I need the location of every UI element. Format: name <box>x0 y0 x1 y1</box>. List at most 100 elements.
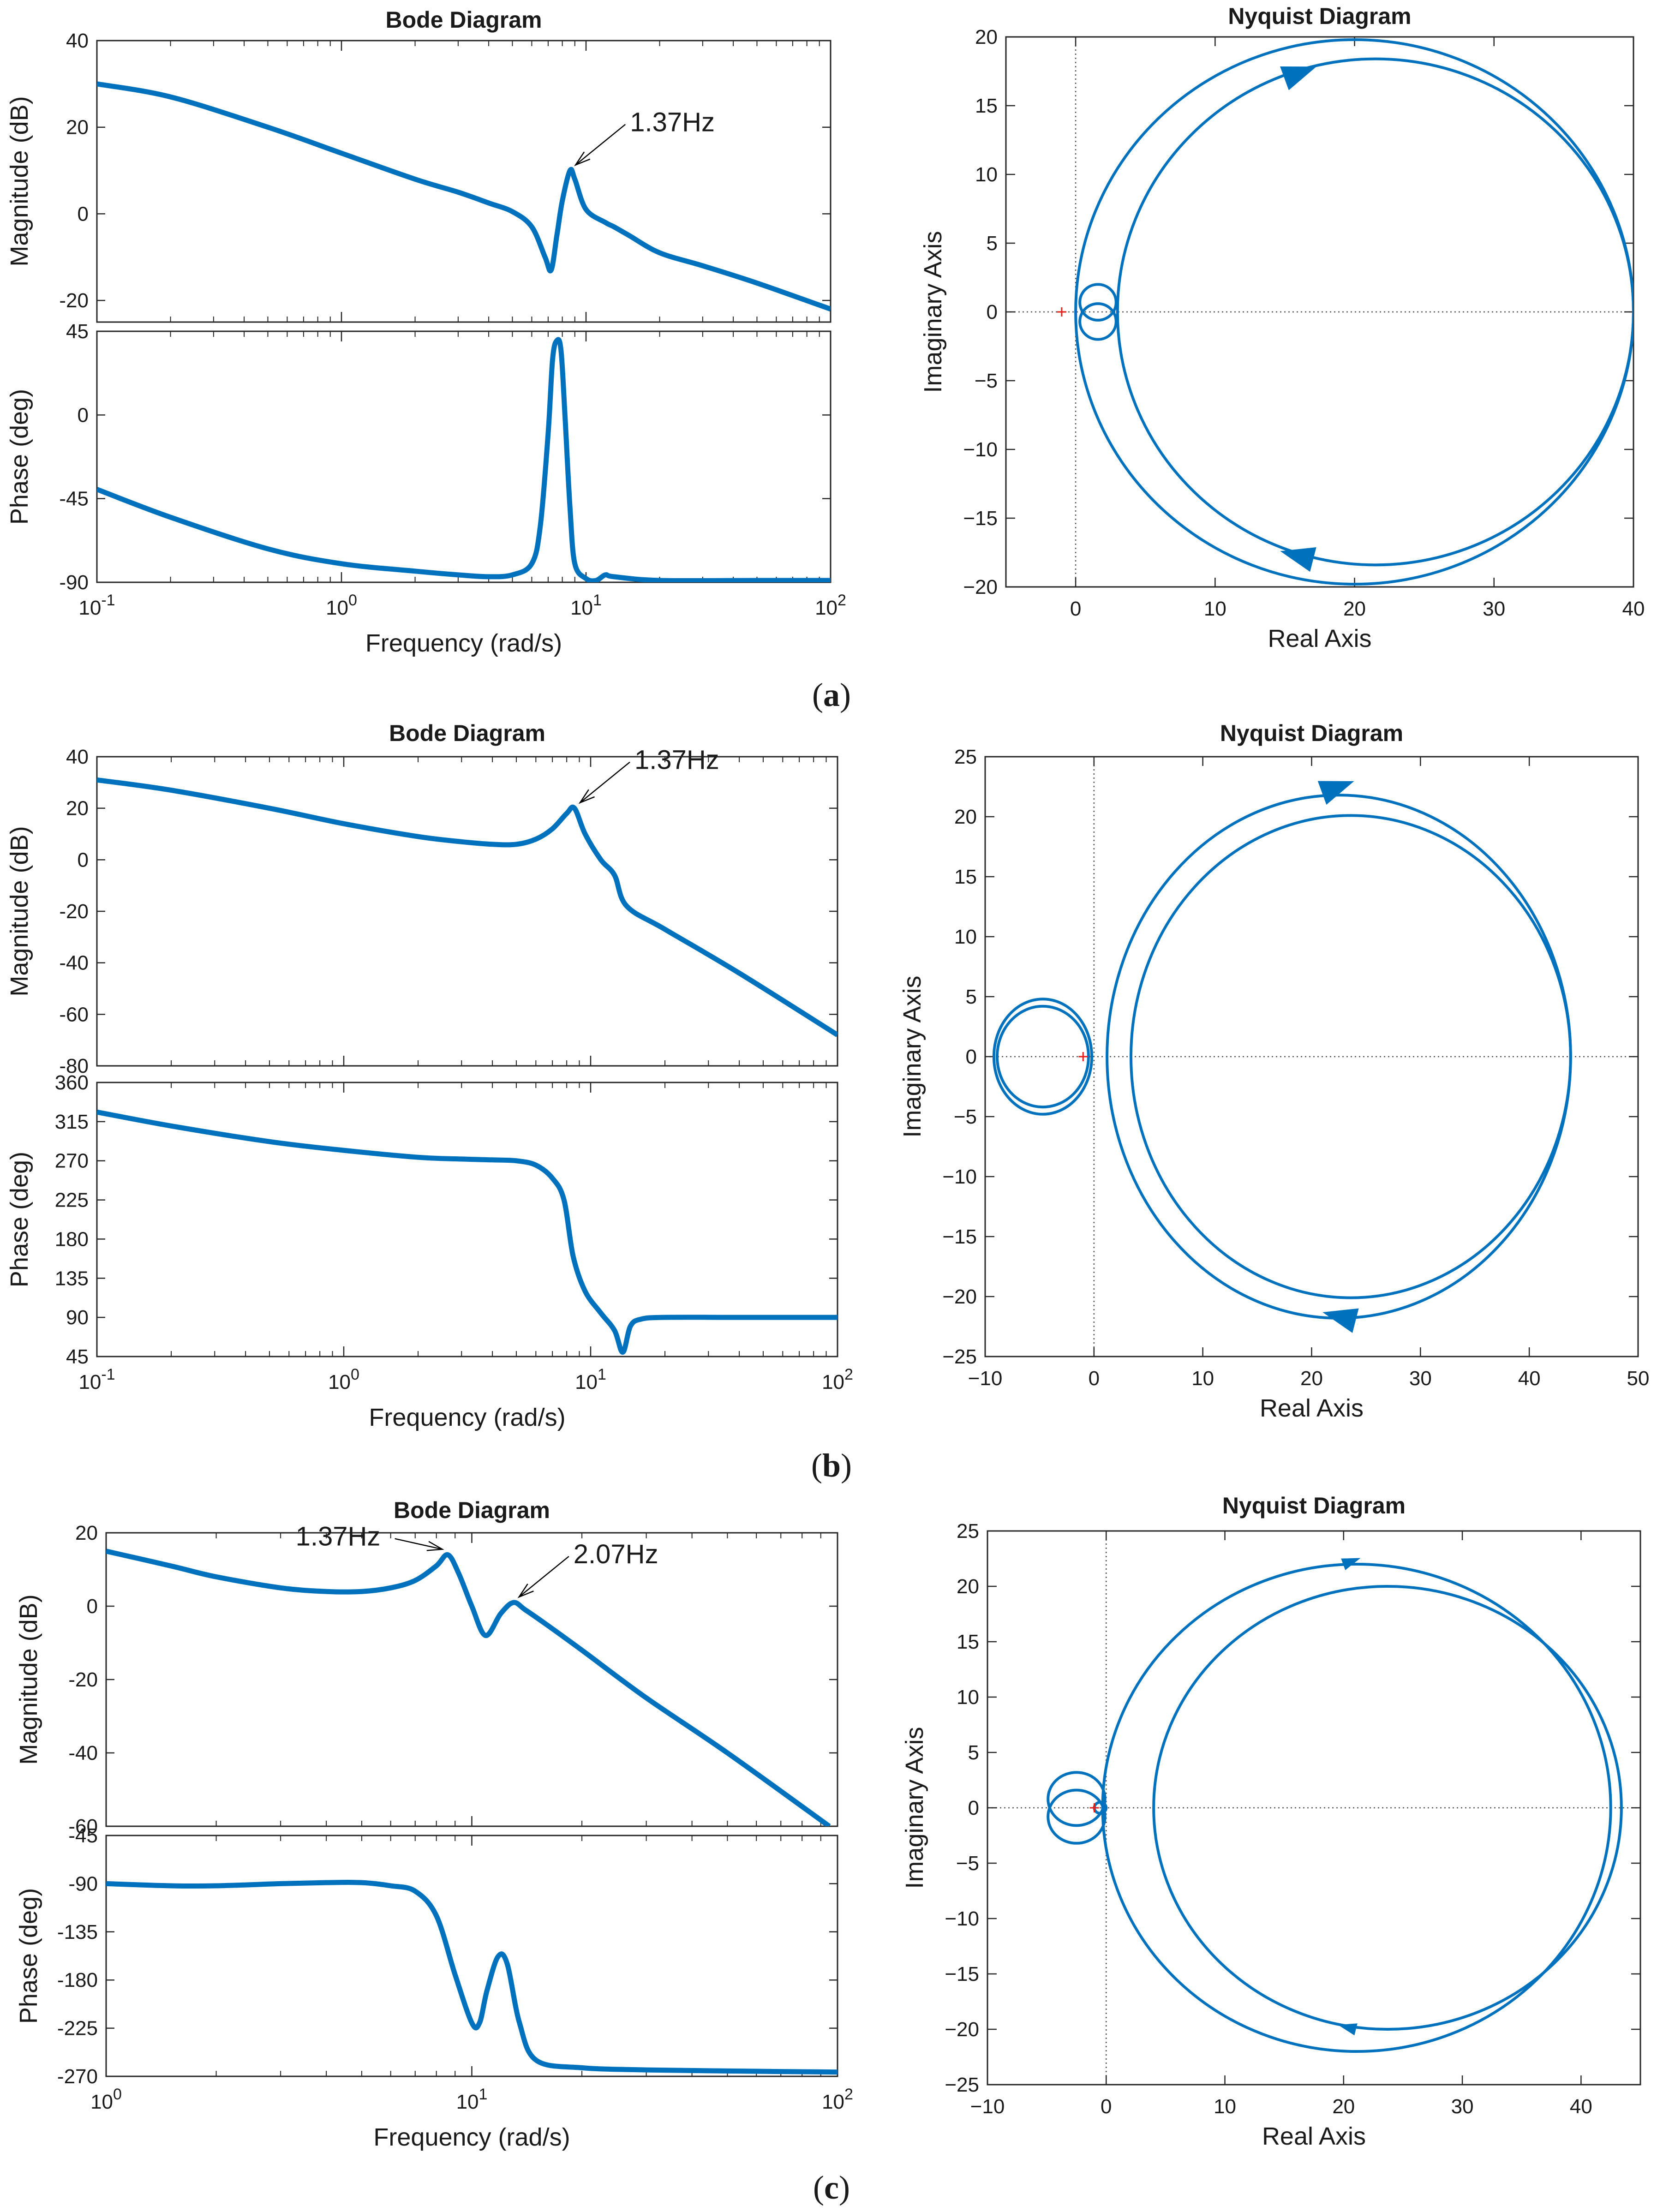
phase-axis-label: Phase (deg) <box>15 1888 42 2024</box>
nyquist-title: Nyquist Diagram <box>1228 3 1411 29</box>
annotation-label: 1.37Hz <box>296 1522 381 1552</box>
real-axis-label: Real Axis <box>1260 1394 1364 1422</box>
direction-arrow <box>1338 2023 1358 2036</box>
phase-axes <box>96 330 832 583</box>
phase-tick-label: 225 <box>55 1189 89 1212</box>
magnitude-tick-label: -20 <box>68 1668 98 1691</box>
x-tick-label: 30 <box>1409 1367 1432 1390</box>
bode-plot-0: Bode Diagram 10-1 100 101 102 -20 0 20 40 -90 -45 0… <box>6 7 846 657</box>
x-tick-label: 40 <box>1570 2095 1592 2118</box>
x-tick-label: 20 <box>1343 598 1366 620</box>
x-tick-label: 10-1 <box>78 1366 115 1393</box>
phase-tick-label: -135 <box>57 1921 98 1943</box>
phase-tick-label: 90 <box>66 1306 89 1329</box>
magnitude-tick-label: 0 <box>78 849 89 871</box>
frequency-axis-label: Frequency (rad/s) <box>373 2123 570 2151</box>
bode-plot-4: Bode Diagram 100 101 102 -60 -40 -20 0 20 -270 -22… <box>15 1497 853 2151</box>
magnitude-tick-label: -60 <box>59 1003 89 1026</box>
magnitude-tick-label: -20 <box>59 900 89 923</box>
real-axis-label: Real Axis <box>1262 2122 1366 2150</box>
nyquist-curve <box>1130 814 1572 1299</box>
x-tick-label: −10 <box>968 1367 1003 1390</box>
x-tick-label: 40 <box>1518 1367 1541 1390</box>
x-tick-label: 20 <box>1300 1367 1323 1390</box>
magnitude-tick-label: 20 <box>66 116 89 139</box>
x-tick-label: 0 <box>1089 1367 1100 1390</box>
nyquist-plot-5: Nyquist Diagram −10 0 10 20 30 40 −25 −20 −15 −10 −… <box>901 1493 1641 2150</box>
magnitude-axis-label: Magnitude (dB) <box>6 826 33 996</box>
y-tick-label: −25 <box>945 2074 979 2096</box>
y-tick-label: −20 <box>942 1285 977 1308</box>
phase-tick-label: -225 <box>57 2017 98 2040</box>
magnitude-axis-label: Magnitude (dB) <box>15 1594 42 1764</box>
y-tick-label: 5 <box>987 232 998 255</box>
phase-tick-label: 270 <box>55 1150 89 1172</box>
x-tick-label: 0 <box>1070 598 1081 620</box>
phase-tick-label: -90 <box>59 571 89 594</box>
phase-axes <box>96 1082 838 1357</box>
x-tick-label: 102 <box>822 2086 853 2113</box>
magnitude-tick-label: 40 <box>66 30 89 52</box>
x-tick-label: 100 <box>90 2086 122 2113</box>
annotation-arrowhead <box>574 151 591 167</box>
nyquist-plot-3: Nyquist Diagram−10 0 10 20 30 40 50−25−20−15−1… <box>898 720 1649 1422</box>
y-tick-label: −10 <box>963 438 998 461</box>
x-tick-label: 102 <box>822 1366 853 1393</box>
imaginary-axis-label: Imaginary Axis <box>898 975 926 1137</box>
magnitude-tick-label: -60 <box>68 1815 98 1838</box>
imaginary-axis-label: Imaginary Axis <box>901 1727 928 1889</box>
nyquist-curve <box>1078 283 1118 322</box>
magnitude-tick-label: -20 <box>59 289 89 312</box>
imaginary-axis-label: Imaginary Axis <box>919 231 947 393</box>
y-tick-label: 0 <box>966 1046 977 1068</box>
magnitude-curve <box>97 81 831 311</box>
x-tick-label: 30 <box>1483 598 1505 620</box>
bode-title: Bode Diagram <box>386 7 542 33</box>
phase-tick-label: -45 <box>59 488 89 510</box>
nyquist-curve <box>1078 302 1118 341</box>
annotation-arrowhead <box>426 1541 444 1551</box>
nyquist-plot-1: Nyquist Diagram 0 10 20 30 40 −20 −15 −10 −5 0 5 10 1… <box>919 3 1645 652</box>
phase-tick-label: -270 <box>57 2065 98 2088</box>
nyquist-curve <box>995 1004 1090 1109</box>
direction-arrow <box>1322 1308 1359 1333</box>
phase-tick-label: -180 <box>57 1969 98 1991</box>
nyquist-title: Nyquist Diagram <box>1222 1493 1406 1519</box>
magnitude-curve <box>97 777 837 1037</box>
annotation-arrowhead <box>517 1584 534 1598</box>
y-tick-label: −5 <box>975 370 998 392</box>
y-tick-label: 20 <box>957 1575 979 1598</box>
y-tick-label: 5 <box>968 1741 979 1764</box>
annotation-arrow <box>580 761 630 803</box>
real-axis-label: Real Axis <box>1268 625 1371 652</box>
y-tick-label: −20 <box>945 2018 979 2041</box>
direction-arrow <box>1341 1558 1361 1570</box>
magnitude-tick-label: 40 <box>66 746 89 768</box>
panel-label: (a) <box>812 676 851 713</box>
phase-curve <box>97 1109 837 1355</box>
phase-tick-label: 180 <box>55 1228 89 1250</box>
x-tick-label: 101 <box>575 1366 606 1393</box>
frequency-axis-label: Frequency (rad/s) <box>369 1404 565 1431</box>
y-tick-label: −20 <box>963 576 998 598</box>
annotation-label: 2.07Hz <box>574 1539 658 1569</box>
annotation-label: 1.37Hz <box>630 108 715 138</box>
x-tick-label: 100 <box>328 1366 359 1393</box>
panel-label: (c) <box>813 2169 850 2206</box>
nyquist-curve <box>1074 38 1633 586</box>
phase-axes <box>105 1835 838 2077</box>
y-tick-label: 20 <box>954 806 977 828</box>
nyquist-title: Nyquist Diagram <box>1220 720 1403 746</box>
y-tick-label: 20 <box>975 26 998 48</box>
phase-curve <box>97 337 831 582</box>
y-tick-label: 10 <box>957 1686 979 1709</box>
magnitude-axis-label: Magnitude (dB) <box>6 96 33 266</box>
y-tick-label: −5 <box>954 1106 977 1128</box>
annotation-label: 1.37Hz <box>634 745 719 775</box>
magnitude-tick-label: -40 <box>68 1742 98 1764</box>
nyquist-curve <box>1047 1771 1107 1827</box>
y-tick-label: 15 <box>954 866 977 888</box>
x-tick-label: 20 <box>1332 2095 1355 2118</box>
y-tick-label: 0 <box>968 1797 979 1819</box>
y-tick-label: −25 <box>942 1345 977 1368</box>
